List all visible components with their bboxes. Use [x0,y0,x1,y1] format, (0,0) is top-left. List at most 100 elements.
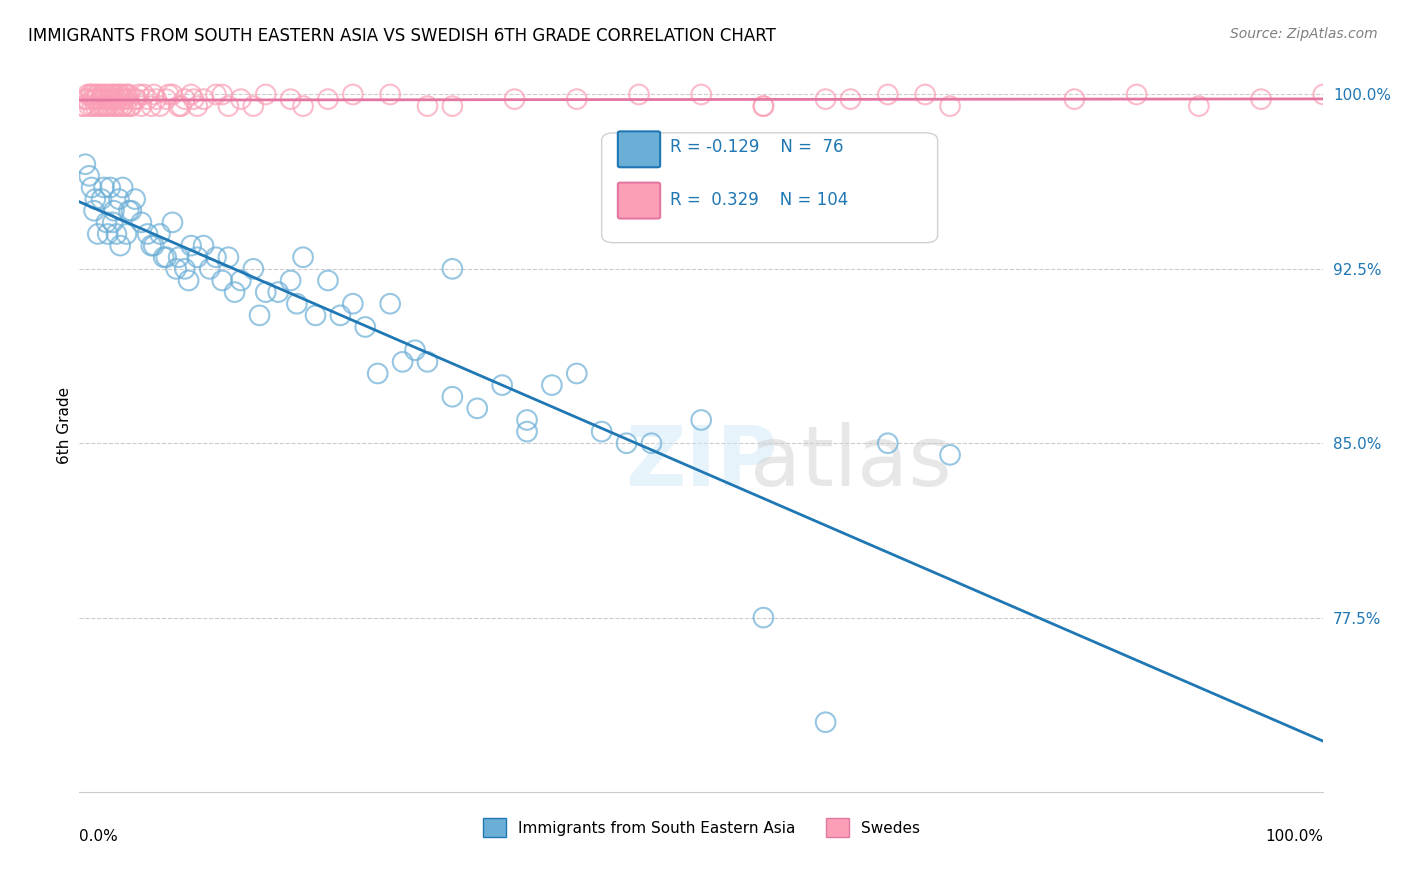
Point [229,92,252,106]
Point [211,87,233,102]
Point [94,92,117,106]
Point [491,378,513,392]
Point [101,92,124,106]
Point [814,715,837,730]
FancyBboxPatch shape [617,183,661,219]
Point [141,238,163,252]
Point [242,261,264,276]
Point [115,227,138,241]
Point [1063,92,1085,106]
Point [516,413,538,427]
Point [211,273,233,287]
Point [136,227,159,241]
Point [145,92,167,106]
Y-axis label: 6th Grade: 6th Grade [58,387,72,465]
Point [103,87,125,102]
Point [108,99,131,113]
Point [1250,92,1272,106]
Point [342,297,364,311]
Point [73,99,96,113]
Point [93,180,115,194]
Point [115,99,138,113]
Point [107,87,129,102]
Point [316,92,339,106]
Point [165,261,187,276]
Point [132,87,155,102]
Point [83,87,105,102]
Point [87,87,110,102]
Point [565,92,588,106]
Point [839,92,862,106]
Point [280,92,302,106]
Point [149,99,172,113]
Point [82,92,104,106]
Point [131,215,153,229]
Point [939,448,962,462]
Point [205,250,228,264]
FancyBboxPatch shape [617,131,661,168]
Point [316,273,339,287]
Point [516,425,538,439]
Point [193,238,215,252]
Point [186,250,208,264]
Point [591,425,613,439]
Point [103,99,125,113]
Point [404,343,426,358]
Point [120,99,142,113]
Point [96,99,118,113]
Point [1125,87,1147,102]
Point [162,215,184,229]
Point [114,92,136,106]
Point [87,227,110,241]
Point [441,99,464,113]
Point [117,92,139,106]
Point [91,92,114,106]
Point [110,87,132,102]
Point [75,157,97,171]
Point [186,99,208,113]
Point [690,87,713,102]
Point [752,99,775,113]
Point [136,92,159,106]
Point [108,87,131,102]
Point [84,99,107,113]
Point [329,309,352,323]
Point [616,436,638,450]
Point [193,92,215,106]
Point [108,92,131,106]
Point [177,273,200,287]
Point [93,87,115,102]
Point [441,261,464,276]
Point [84,192,107,206]
Point [120,203,142,218]
Text: R = -0.129    N =  76: R = -0.129 N = 76 [671,138,844,156]
Point [627,87,650,102]
Point [142,87,165,102]
Text: ZIP: ZIP [624,422,778,503]
Point [254,87,277,102]
Point [180,238,202,252]
Point [416,355,439,369]
Point [170,99,193,113]
Point [152,250,174,264]
Point [183,92,205,106]
Point [167,99,190,113]
Point [104,99,127,113]
Point [217,99,239,113]
Point [205,87,228,102]
Point [229,273,252,287]
Point [80,180,103,194]
Point [149,227,172,241]
Point [101,215,124,229]
Point [89,99,111,113]
Point [100,99,122,113]
Point [128,87,150,102]
Point [97,227,120,241]
Point [80,87,103,102]
Point [292,99,315,113]
Point [86,87,108,102]
Point [1188,99,1211,113]
Point [416,99,439,113]
Point [118,87,141,102]
Point [249,309,271,323]
